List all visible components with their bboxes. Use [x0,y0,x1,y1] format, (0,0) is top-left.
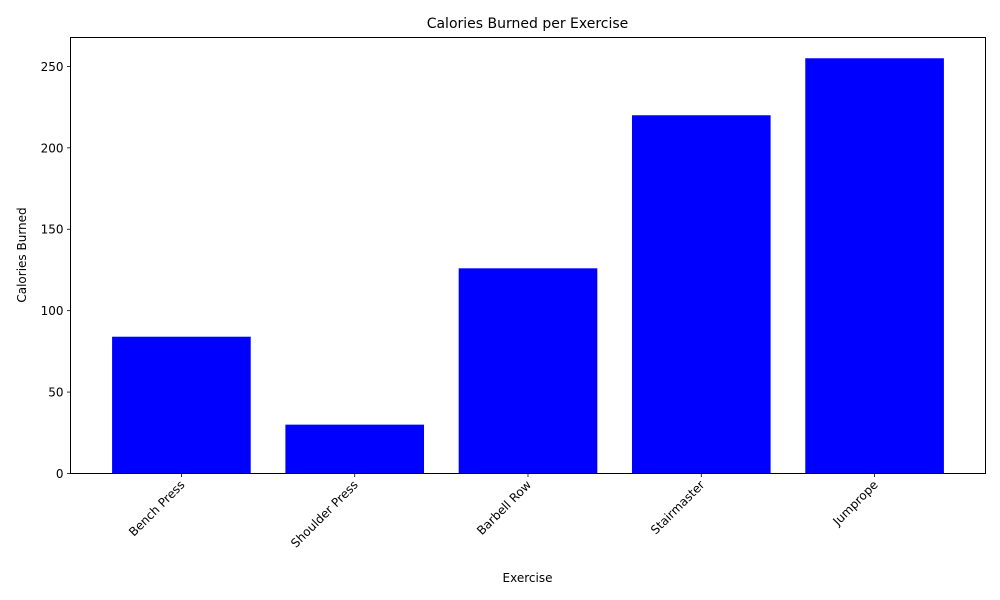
y-axis: 0 50 100 150 200 250 [41,60,71,481]
bar-barbell-row [458,268,598,474]
y-tick-label: 200 [41,141,64,155]
bars-group [112,58,944,474]
y-tick-label: 250 [41,60,64,74]
plot-frame [70,37,986,474]
bar-stairmaster [631,115,771,474]
y-tick-label: 150 [41,223,64,237]
y-axis-label: Calories Burned [15,207,29,302]
bar-bench-press [112,336,251,474]
y-tick-label: 0 [56,467,64,481]
x-axis-label: Exercise [503,571,553,585]
y-tick-label: 50 [48,386,63,400]
chart-title: Calories Burned per Exercise [427,16,629,32]
bar-shoulder-press [285,424,425,474]
bar-jumprope [805,58,944,474]
y-tick-label: 100 [41,304,64,318]
